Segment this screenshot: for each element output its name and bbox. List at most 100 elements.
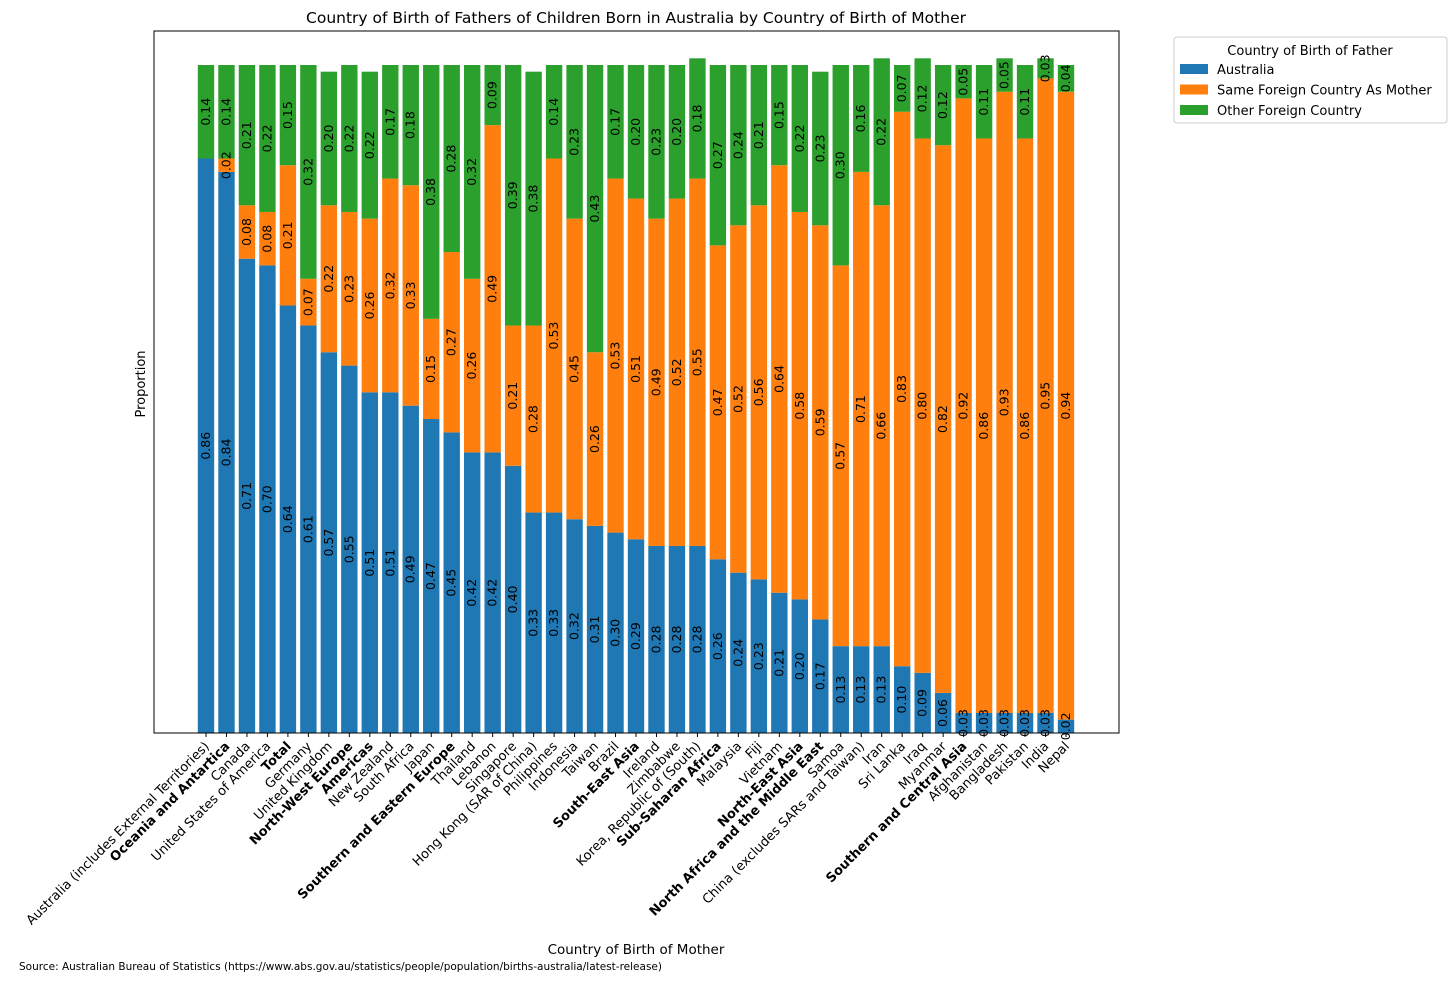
bar-australia-canada <box>238 258 256 733</box>
data-label-australia-china-excludes-sars-and-taiwan: 0.13 <box>853 676 868 704</box>
data-label-other-foreign-country-zimbabwe: 0.20 <box>669 118 684 146</box>
bar-australia-hong-kong-sar-of-china <box>525 512 542 733</box>
data-label-same-foreign-country-as-mother-korea-republic-of-south: 0.55 <box>689 348 704 376</box>
data-label-other-foreign-country-ireland: 0.23 <box>648 128 663 156</box>
bar-labels-layer: 0.86 0.14 0.84 0.02 0.14 0.71 0.08 0.21 0.70 0.08… <box>198 54 1073 740</box>
bar-australia-afghanistan <box>975 712 993 733</box>
data-label-australia-philippines: 0.33 <box>546 609 561 637</box>
data-label-other-foreign-country-australia-includes-external-territories: 0.14 <box>198 98 213 126</box>
data-label-same-foreign-country-as-mother-philippines: 0.53 <box>546 322 561 350</box>
data-label-same-foreign-country-as-mother-samoa: 0.57 <box>833 442 848 470</box>
bar-other-foreign-country-india <box>1037 58 1054 79</box>
bar-other-foreign-country-thailand <box>464 65 481 279</box>
bar-other-foreign-country-south-africa <box>402 65 419 186</box>
data-label-same-foreign-country-as-mother-brazil: 0.53 <box>608 342 623 370</box>
data-label-same-foreign-country-as-mother-north-east-asia: 0.58 <box>792 392 807 420</box>
data-label-australia-south-africa: 0.49 <box>403 555 418 583</box>
data-label-other-foreign-country-china-excludes-sars-and-taiwan: 0.16 <box>853 104 868 132</box>
bar-other-foreign-country-indonesia <box>566 65 583 219</box>
bar-australia-myanmar <box>934 692 952 733</box>
data-label-same-foreign-country-as-mother-hong-kong-sar-of-china: 0.28 <box>526 405 541 433</box>
bar-australia-total <box>279 305 297 733</box>
data-label-other-foreign-country-myanmar: 0.12 <box>935 91 950 119</box>
bar-other-foreign-country-vietnam <box>771 65 788 166</box>
bar-other-foreign-country-korea-republic-of-south <box>689 58 706 179</box>
bar-same-foreign-country-as-mother-zimbabwe <box>668 198 686 546</box>
bar-same-foreign-country-as-mother-sub-saharan-africa <box>709 245 727 560</box>
data-label-australia-canada: 0.71 <box>239 482 254 510</box>
data-label-other-foreign-country-korea-republic-of-south: 0.18 <box>689 104 704 132</box>
bar-other-foreign-country-total <box>279 65 297 166</box>
bar-australia-fiji <box>750 579 768 733</box>
bar-australia-south-africa <box>402 405 419 733</box>
data-label-other-foreign-country-south-east-asia: 0.20 <box>628 118 643 146</box>
bar-australia-united-states-of-america <box>259 265 276 733</box>
data-label-other-foreign-country-singapore: 0.39 <box>505 181 520 209</box>
data-label-same-foreign-country-as-mother-afghanistan: 0.86 <box>976 412 991 440</box>
bar-australia-bangladesh <box>996 712 1013 733</box>
bar-same-foreign-country-as-mother-myanmar <box>934 145 952 693</box>
data-label-same-foreign-country-as-mother-total: 0.21 <box>280 221 295 249</box>
data-label-same-foreign-country-as-mother-taiwan: 0.26 <box>587 425 602 453</box>
data-label-other-foreign-country-north-east-asia: 0.22 <box>792 125 807 153</box>
data-label-other-foreign-country-india: 0.03 <box>1038 54 1053 82</box>
data-label-other-foreign-country-americas: 0.22 <box>362 131 377 159</box>
bar-same-foreign-country-as-mother-korea-republic-of-south <box>689 178 706 546</box>
bar-other-foreign-country-japan <box>423 65 440 319</box>
legend: Country of Birth of Father Australia Same… <box>1173 36 1448 124</box>
data-label-same-foreign-country-as-mother-sri-lanka: 0.83 <box>894 375 909 403</box>
bar-same-foreign-country-as-mother-germany <box>300 278 317 326</box>
data-label-same-foreign-country-as-mother-south-east-asia: 0.51 <box>628 355 643 383</box>
bar-other-foreign-country-canada <box>238 65 256 206</box>
data-label-australia-zimbabwe: 0.28 <box>669 626 684 654</box>
bar-same-foreign-country-as-mother-americas <box>361 218 378 393</box>
bar-australia-southern-and-eastern-europe <box>443 432 460 733</box>
data-label-same-foreign-country-as-mother-myanmar: 0.82 <box>935 405 950 433</box>
bar-australia-iran <box>873 646 890 733</box>
data-label-same-foreign-country-as-mother-americas: 0.26 <box>362 292 377 320</box>
bar-other-foreign-country-nepal <box>1057 65 1075 92</box>
bar-australia-germany <box>300 325 317 733</box>
bar-australia-south-east-asia <box>627 539 645 733</box>
data-label-same-foreign-country-as-mother-canada: 0.08 <box>239 218 254 246</box>
data-label-australia-iran: 0.13 <box>874 676 889 704</box>
bar-other-foreign-country-south-east-asia <box>627 65 645 199</box>
data-label-australia-lebanon: 0.42 <box>485 579 500 607</box>
bar-same-foreign-country-as-mother-japan <box>423 318 440 420</box>
legend-swatch-same-foreign-country-as-mother <box>1180 84 1208 95</box>
data-label-other-foreign-country-vietnam: 0.15 <box>771 101 786 129</box>
bar-same-foreign-country-as-mother-vietnam <box>771 165 788 593</box>
chart-title: Country of Birth of Fathers of Children … <box>306 9 967 27</box>
data-label-same-foreign-country-as-mother-malaysia: 0.52 <box>730 385 745 413</box>
bar-same-foreign-country-as-mother-lebanon <box>484 125 501 453</box>
bar-same-foreign-country-as-mother-southern-and-eastern-europe <box>443 252 460 433</box>
bar-other-foreign-country-afghanistan <box>975 65 993 139</box>
data-label-australia-south-east-asia: 0.29 <box>628 622 643 650</box>
bar-other-foreign-country-iraq <box>914 58 931 139</box>
data-label-same-foreign-country-as-mother-north-africa-and-the-middle-east: 0.59 <box>812 408 827 436</box>
data-label-same-foreign-country-as-mother-japan: 0.15 <box>423 355 438 383</box>
bar-other-foreign-country-singapore <box>504 65 522 326</box>
bar-same-foreign-country-as-mother-southern-and-central-asia <box>955 98 972 713</box>
data-label-same-foreign-country-as-mother-iran: 0.66 <box>874 412 889 440</box>
bar-other-foreign-country-north-africa-and-the-middle-east <box>812 71 829 226</box>
data-label-same-foreign-country-as-mother-southern-and-eastern-europe: 0.27 <box>444 328 459 356</box>
bar-australia-japan <box>423 419 440 733</box>
bar-same-foreign-country-as-mother-north-east-asia <box>791 211 808 600</box>
data-label-same-foreign-country-as-mother-sub-saharan-africa: 0.47 <box>710 388 725 416</box>
data-label-same-foreign-country-as-mother-bangladesh: 0.93 <box>997 388 1012 416</box>
data-label-other-foreign-country-japan: 0.38 <box>423 178 438 206</box>
bar-australia-north-east-asia <box>791 599 808 733</box>
legend-frame <box>1173 36 1448 124</box>
bar-other-foreign-country-united-states-of-america <box>259 65 276 212</box>
data-label-other-foreign-country-bangladesh: 0.05 <box>997 61 1012 89</box>
bar-australia-zimbabwe <box>668 545 686 733</box>
bar-same-foreign-country-as-mother-united-kingdom <box>320 205 338 353</box>
data-label-other-foreign-country-malaysia: 0.24 <box>730 131 745 159</box>
data-label-other-foreign-country-united-states-of-america: 0.22 <box>259 125 274 153</box>
data-label-australia-southern-and-eastern-europe: 0.45 <box>444 569 459 597</box>
data-label-australia-ireland: 0.28 <box>648 626 663 654</box>
bar-same-foreign-country-as-mother-brazil <box>607 178 624 533</box>
bar-same-foreign-country-as-mother-north-africa-and-the-middle-east <box>812 225 829 620</box>
data-label-same-foreign-country-as-mother-iraq: 0.80 <box>915 392 930 420</box>
